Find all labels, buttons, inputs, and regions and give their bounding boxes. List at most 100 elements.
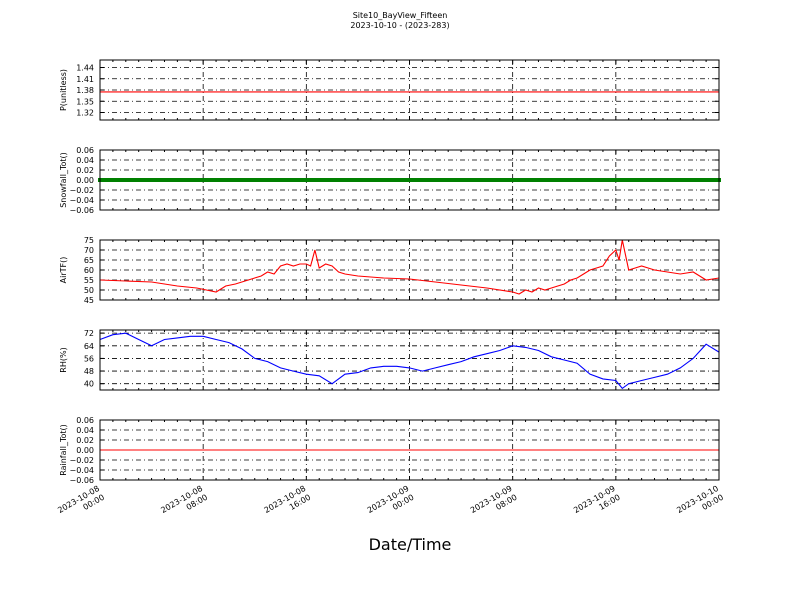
data-point-marker [246, 178, 251, 182]
rh-panel: 72 64 56 48 40 RH(%) [59, 329, 720, 391]
data-point-marker [214, 178, 219, 182]
data-point-marker [156, 178, 161, 182]
data-point-marker [217, 178, 222, 182]
data-point-marker [452, 178, 457, 182]
y-tick-label: −0.04 [69, 466, 94, 475]
data-point-marker [700, 178, 705, 182]
figure-title-line2: 2023-10-10 - (2023-283) [350, 21, 450, 30]
data-point-marker [397, 178, 402, 182]
x-tick-label: 2023-10-1000:00 [675, 484, 725, 524]
data-point-marker [484, 178, 489, 182]
figure-title: Site10_BayView_Fifteen 2023-10-10 - (202… [0, 11, 800, 31]
data-point-marker [475, 178, 480, 182]
data-point-marker [413, 178, 418, 182]
data-point-marker [629, 178, 634, 182]
y-tick-label: 55 [84, 276, 94, 285]
data-point-marker [139, 178, 144, 182]
data-point-marker [130, 178, 135, 182]
y-tick-label: 0.06 [76, 146, 94, 155]
data-point-marker [578, 178, 583, 182]
x-axis-label: Date/Time [369, 535, 452, 554]
data-point-marker [546, 178, 551, 182]
data-point-marker [555, 178, 560, 182]
data-point-marker [691, 178, 696, 182]
x-tick-label: 2023-10-0916:00 [572, 484, 622, 524]
data-point-marker [162, 178, 167, 182]
data-point-marker [433, 178, 438, 182]
data-point-marker [272, 178, 277, 182]
data-point-marker [497, 178, 502, 182]
data-point-marker [436, 178, 441, 182]
y-tick-label: 0.00 [76, 176, 94, 185]
data-point-marker [101, 178, 106, 182]
p-panel: 1.32 1.35 1.38 1.41 1.44 P(unitless) [59, 59, 720, 121]
data-point-marker [223, 178, 228, 182]
data-point-marker [123, 178, 128, 182]
y-tick-label: 48 [84, 367, 94, 376]
data-point-marker [288, 178, 293, 182]
plot-frame [99, 149, 720, 211]
data-point-marker [104, 178, 109, 182]
data-point-marker [504, 178, 509, 182]
data-point-marker [226, 178, 231, 182]
data-point-marker [110, 178, 115, 182]
x-tick-label: 2023-10-0808:00 [159, 484, 209, 524]
data-point-marker [317, 178, 322, 182]
data-point-marker [175, 178, 180, 182]
data-point-marker [339, 178, 344, 182]
data-point-marker [468, 178, 473, 182]
y-tick-label: −0.02 [69, 456, 94, 465]
data-point-marker [297, 178, 302, 182]
data-point-marker [152, 178, 157, 182]
x-tick-label: 2023-10-0908:00 [469, 484, 519, 524]
data-point-marker [639, 178, 644, 182]
data-point-marker [507, 178, 512, 182]
x-axis-ticks: 2023-10-0800:00 2023-10-0808:00 2023-10-08… [56, 484, 725, 524]
data-point-marker [687, 178, 692, 182]
data-point-marker [442, 178, 447, 182]
data-point-marker [323, 178, 328, 182]
data-point-marker [713, 178, 718, 182]
data-point-marker [136, 178, 141, 182]
data-point-marker [388, 178, 393, 182]
y-axis-label: P(unitless) [59, 69, 68, 111]
data-point-marker [120, 178, 125, 182]
data-point-marker [591, 178, 596, 182]
data-point-marker [172, 178, 177, 182]
data-point-marker [165, 178, 170, 182]
data-point-marker [143, 178, 148, 182]
data-point-marker [265, 178, 270, 182]
data-point-marker [275, 178, 280, 182]
data-point-marker [133, 178, 138, 182]
data-point-marker [417, 178, 422, 182]
data-point-marker [620, 178, 625, 182]
y-axis-label: Rainfall_Tot() [59, 424, 68, 476]
data-point-marker [481, 178, 486, 182]
data-point-marker [310, 178, 315, 182]
data-point-marker [536, 178, 541, 182]
data-point-marker [613, 178, 618, 182]
data-point-marker [494, 178, 499, 182]
data-point-marker [423, 178, 428, 182]
plot-frame [99, 419, 720, 481]
data-point-marker [207, 178, 212, 182]
data-point-marker [459, 178, 464, 182]
y-tick-label: 75 [84, 236, 94, 245]
figure-title-line1: Site10_BayView_Fifteen [352, 11, 448, 20]
data-point-marker [678, 178, 683, 182]
data-point-marker [668, 178, 673, 182]
data-point-marker [439, 178, 444, 182]
data-point-marker [549, 178, 554, 182]
data-point-marker [391, 178, 396, 182]
data-point-marker [107, 178, 112, 182]
data-point-marker [488, 178, 493, 182]
data-point-marker [642, 178, 647, 182]
data-point-marker [233, 178, 238, 182]
data-point-marker [368, 178, 373, 182]
data-point-marker [268, 178, 273, 182]
data-point-marker [655, 178, 660, 182]
y-tick-label: 70 [84, 246, 94, 255]
data-point-marker [146, 178, 151, 182]
y-axis-label: Snowfall_Tot() [59, 152, 68, 208]
y-tick-label: 45 [84, 296, 94, 305]
